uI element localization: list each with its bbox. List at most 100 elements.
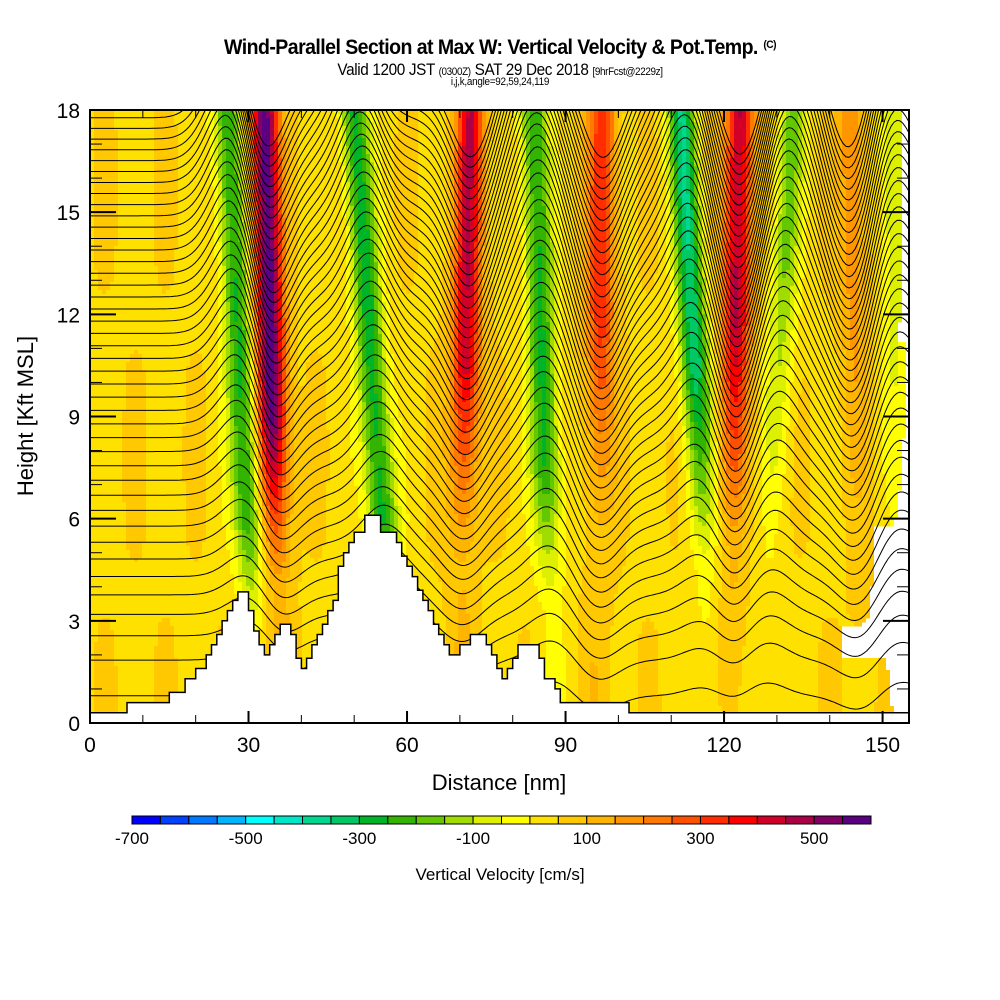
- field-cell: [298, 114, 334, 119]
- field-cell: [606, 114, 610, 119]
- field-cell: [258, 194, 262, 199]
- field-cell: [518, 142, 522, 147]
- field-cell: [594, 182, 606, 187]
- field-cell: [230, 266, 242, 271]
- field-cell: [222, 178, 226, 183]
- field-cell: [610, 190, 614, 195]
- field-cell: [370, 258, 374, 263]
- field-cell: [522, 294, 526, 299]
- field-cell: [886, 122, 902, 127]
- field-cell: [394, 158, 418, 163]
- field-cell: [118, 194, 154, 199]
- field-cell: [466, 214, 470, 219]
- field-cell: [858, 174, 862, 179]
- field-cell: [666, 178, 670, 183]
- field-cell: [530, 154, 542, 159]
- field-cell: [574, 118, 582, 123]
- field-cell: [234, 122, 238, 127]
- field-cell: [178, 246, 214, 251]
- field-cell: [466, 134, 474, 139]
- field-cell: [778, 198, 782, 203]
- field-cell: [554, 178, 562, 183]
- field-cell: [90, 178, 94, 183]
- field-cell: [594, 282, 606, 287]
- field-cell: [282, 178, 286, 183]
- field-cell: [586, 250, 590, 255]
- field-cell: [214, 162, 218, 167]
- field-cell: [614, 246, 618, 251]
- field-cell: [530, 198, 534, 203]
- field-cell: [478, 150, 482, 155]
- field-cell: [474, 110, 478, 115]
- field-cell: [606, 142, 610, 147]
- field-cell: [530, 134, 542, 139]
- field-cell: [838, 226, 846, 231]
- field-cell: [482, 154, 486, 159]
- field-cell: [610, 150, 614, 155]
- field-cell: [246, 182, 250, 187]
- field-cell: [366, 218, 370, 223]
- field-cell: [846, 250, 858, 255]
- field-cell: [658, 158, 662, 163]
- field-cell: [298, 166, 342, 171]
- field-cell: [730, 174, 734, 179]
- field-cell: [338, 126, 342, 131]
- field-cell: [706, 114, 718, 119]
- field-cell: [726, 114, 730, 119]
- field-cell: [846, 186, 858, 191]
- field-cell: [682, 206, 686, 211]
- field-cell: [622, 194, 638, 199]
- field-cell: [834, 186, 846, 191]
- field-cell: [486, 178, 490, 183]
- field-cell: [746, 166, 750, 171]
- field-cell: [774, 162, 778, 167]
- field-cell: [522, 122, 526, 127]
- field-cell: [458, 162, 462, 167]
- field-cell: [618, 166, 622, 171]
- field-cell: [258, 186, 262, 191]
- field-cell: [238, 158, 242, 163]
- field-cell: [758, 166, 770, 171]
- field-cell: [782, 238, 790, 243]
- field-cell: [446, 210, 450, 215]
- field-cell: [682, 138, 686, 143]
- field-cell: [462, 194, 466, 199]
- field-cell: [298, 162, 342, 167]
- field-cell: [614, 190, 618, 195]
- field-cell: [94, 186, 118, 191]
- field-cell: [374, 286, 378, 291]
- field-cell: [834, 114, 842, 119]
- field-cell: [618, 230, 622, 235]
- field-cell: [518, 146, 522, 151]
- field-cell: [178, 142, 210, 147]
- field-cell: [286, 182, 290, 187]
- field-cell: [250, 246, 254, 251]
- field-cell: [446, 166, 450, 171]
- field-cell: [702, 238, 706, 243]
- field-cell: [474, 226, 478, 231]
- field-cell: [818, 226, 838, 231]
- field-cell: [862, 162, 870, 167]
- field-cell: [366, 122, 370, 127]
- field-cell: [366, 134, 370, 139]
- field-cell: [114, 114, 154, 119]
- field-cell: [258, 150, 262, 155]
- field-cell: [858, 158, 862, 163]
- field-cell: [290, 214, 298, 219]
- field-cell: [706, 250, 714, 255]
- field-cell: [218, 282, 222, 287]
- field-cell: [370, 262, 374, 267]
- field-cell: [722, 150, 726, 155]
- field-cell: [622, 130, 638, 135]
- field-cell: [870, 198, 882, 203]
- field-cell: [674, 174, 678, 179]
- field-cell: [250, 154, 254, 159]
- field-cell: [458, 174, 462, 179]
- field-cell: [254, 210, 258, 215]
- field-cell: [750, 234, 754, 239]
- field-cell: [210, 158, 214, 163]
- field-cell: [226, 162, 234, 167]
- field-cell: [154, 186, 178, 191]
- field-cell: [774, 178, 778, 183]
- field-cell: [518, 190, 522, 195]
